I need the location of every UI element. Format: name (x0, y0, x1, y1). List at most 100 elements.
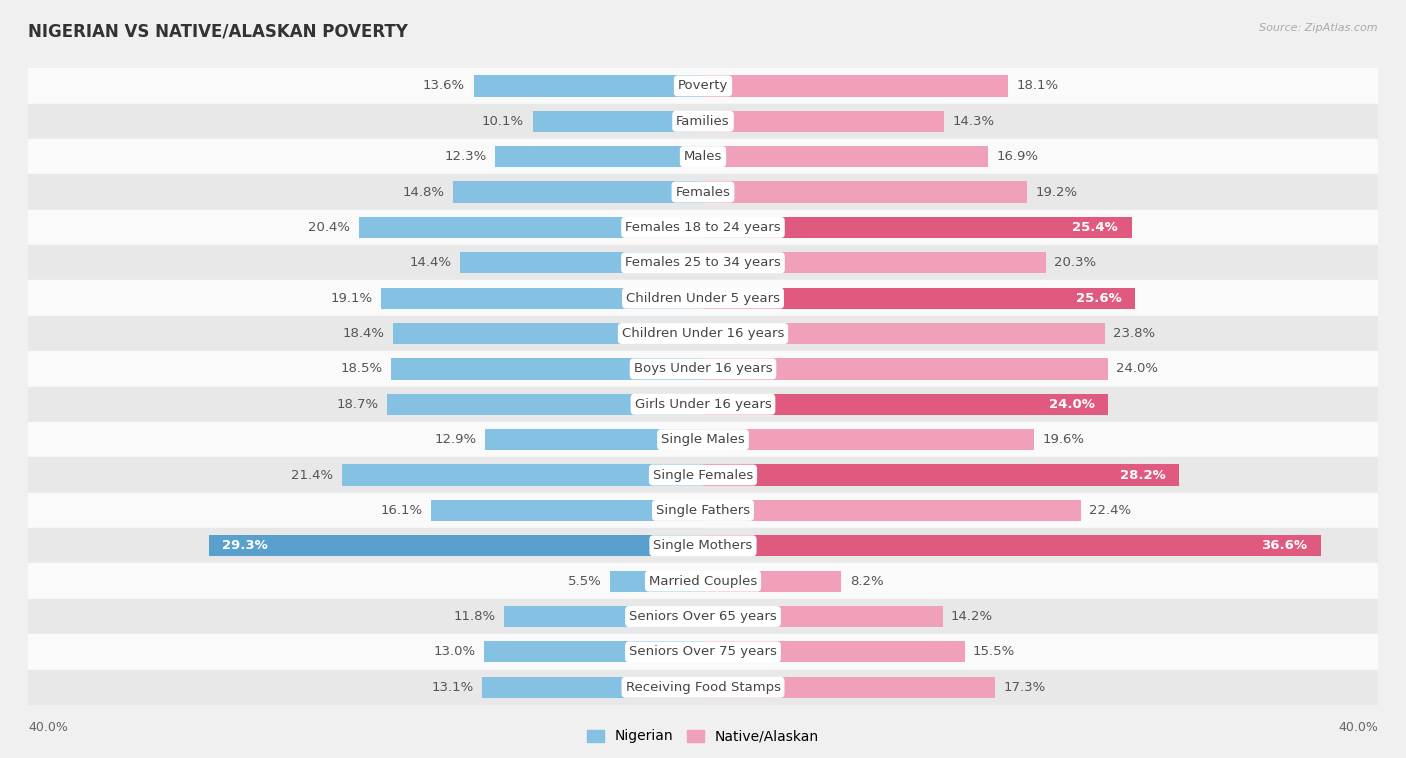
Text: 21.4%: 21.4% (291, 468, 333, 481)
Text: Source: ZipAtlas.com: Source: ZipAtlas.com (1260, 23, 1378, 33)
Text: 36.6%: 36.6% (1261, 539, 1308, 553)
Text: Receiving Food Stamps: Receiving Food Stamps (626, 681, 780, 694)
Text: Seniors Over 65 years: Seniors Over 65 years (628, 610, 778, 623)
Bar (28, 528, 1378, 563)
Bar (28, 280, 1378, 316)
Text: 13.0%: 13.0% (433, 645, 475, 659)
Text: 18.7%: 18.7% (337, 398, 380, 411)
Bar (392, 323, 703, 344)
Bar (703, 535, 1320, 556)
Bar (208, 535, 703, 556)
Bar (453, 181, 703, 202)
Bar (503, 606, 703, 627)
Bar (703, 111, 945, 132)
Bar (28, 139, 1378, 174)
Text: 13.1%: 13.1% (432, 681, 474, 694)
Bar (28, 599, 1378, 634)
Text: Married Couples: Married Couples (650, 575, 756, 587)
Bar (484, 641, 703, 662)
Legend: Nigerian, Native/Alaskan: Nigerian, Native/Alaskan (586, 729, 820, 744)
Bar (432, 500, 703, 521)
Bar (342, 465, 703, 486)
Bar (703, 217, 1132, 238)
Bar (474, 75, 703, 96)
Text: Children Under 5 years: Children Under 5 years (626, 292, 780, 305)
Bar (703, 500, 1081, 521)
Text: 14.2%: 14.2% (950, 610, 993, 623)
Bar (28, 387, 1378, 422)
Text: 25.4%: 25.4% (1073, 221, 1118, 234)
Text: 25.6%: 25.6% (1076, 292, 1122, 305)
Bar (381, 287, 703, 309)
Text: 28.2%: 28.2% (1119, 468, 1166, 481)
Text: 14.4%: 14.4% (409, 256, 451, 269)
Bar (703, 429, 1033, 450)
Text: 17.3%: 17.3% (1004, 681, 1046, 694)
Bar (703, 252, 1046, 274)
Bar (28, 104, 1378, 139)
Text: 12.3%: 12.3% (444, 150, 486, 163)
Bar (28, 634, 1378, 669)
Bar (703, 465, 1178, 486)
Text: 40.0%: 40.0% (1339, 721, 1378, 735)
Text: 20.3%: 20.3% (1054, 256, 1097, 269)
Text: Females 18 to 24 years: Females 18 to 24 years (626, 221, 780, 234)
Text: 29.3%: 29.3% (222, 539, 269, 553)
Text: 20.4%: 20.4% (308, 221, 350, 234)
Text: Females: Females (675, 186, 731, 199)
Text: Girls Under 16 years: Girls Under 16 years (634, 398, 772, 411)
Bar (703, 359, 1108, 380)
Bar (359, 217, 703, 238)
Text: 40.0%: 40.0% (28, 721, 67, 735)
Bar (703, 287, 1135, 309)
Text: Children Under 16 years: Children Under 16 years (621, 327, 785, 340)
Text: 16.1%: 16.1% (381, 504, 423, 517)
Bar (388, 393, 703, 415)
Bar (703, 677, 995, 698)
Bar (610, 571, 703, 592)
Bar (703, 146, 988, 168)
Text: 13.6%: 13.6% (423, 80, 465, 92)
Bar (460, 252, 703, 274)
Bar (28, 457, 1378, 493)
Bar (495, 146, 703, 168)
Text: 12.9%: 12.9% (434, 433, 477, 446)
Bar (28, 316, 1378, 351)
Text: 8.2%: 8.2% (849, 575, 883, 587)
Text: Females 25 to 34 years: Females 25 to 34 years (626, 256, 780, 269)
Bar (28, 210, 1378, 245)
Text: 5.5%: 5.5% (568, 575, 602, 587)
Bar (28, 669, 1378, 705)
Bar (703, 181, 1026, 202)
Bar (703, 323, 1105, 344)
Bar (703, 571, 841, 592)
Bar (703, 393, 1108, 415)
Bar (703, 75, 1008, 96)
Text: 18.1%: 18.1% (1017, 80, 1059, 92)
Text: Single Females: Single Females (652, 468, 754, 481)
Bar (28, 245, 1378, 280)
Text: 14.8%: 14.8% (404, 186, 444, 199)
Text: NIGERIAN VS NATIVE/ALASKAN POVERTY: NIGERIAN VS NATIVE/ALASKAN POVERTY (28, 23, 408, 41)
Text: 19.1%: 19.1% (330, 292, 373, 305)
Bar (703, 641, 965, 662)
Text: Seniors Over 75 years: Seniors Over 75 years (628, 645, 778, 659)
Bar (28, 174, 1378, 210)
Text: Males: Males (683, 150, 723, 163)
Text: 10.1%: 10.1% (482, 114, 524, 128)
Text: Families: Families (676, 114, 730, 128)
Text: 24.0%: 24.0% (1116, 362, 1159, 375)
Text: 15.5%: 15.5% (973, 645, 1015, 659)
Bar (28, 563, 1378, 599)
Text: 23.8%: 23.8% (1114, 327, 1156, 340)
Text: 24.0%: 24.0% (1049, 398, 1094, 411)
Text: 18.4%: 18.4% (342, 327, 384, 340)
Bar (482, 677, 703, 698)
Bar (28, 68, 1378, 104)
Bar (28, 351, 1378, 387)
Text: Single Males: Single Males (661, 433, 745, 446)
Text: Single Fathers: Single Fathers (657, 504, 749, 517)
Bar (703, 606, 942, 627)
Text: 19.2%: 19.2% (1035, 186, 1077, 199)
Bar (391, 359, 703, 380)
